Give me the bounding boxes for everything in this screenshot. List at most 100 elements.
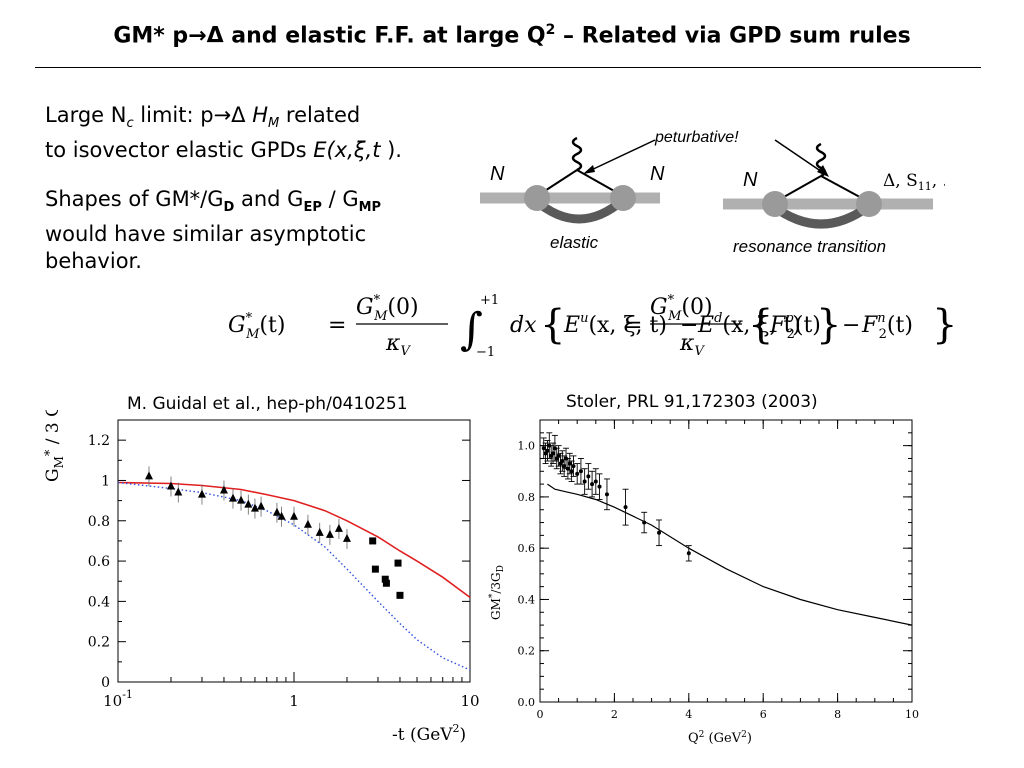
resonance-label: resonance transition (733, 237, 886, 256)
left-triangle-point (144, 471, 153, 480)
right-plot-frame (539, 419, 913, 703)
right-data-point (686, 551, 691, 556)
right-out-states: Δ, S11, ... (883, 171, 945, 193)
right-ytick-label: 0.6 (518, 542, 536, 555)
feynman-diagrams: N N elastic peturbative! N Δ, S11, ... r… (480, 129, 945, 256)
right-xtick-label: 10 (905, 708, 919, 721)
peturbative-annotation: peturbative! (654, 129, 739, 146)
right-data-point (551, 451, 556, 456)
annotation-arrow-left (586, 139, 656, 173)
left-n-in: N (490, 163, 505, 185)
right-blob-2 (856, 191, 882, 217)
right-ytick-label: 0.4 (518, 593, 536, 606)
paragraph-large-nc: Large Nc limit: p→Δ HM related to isovec… (45, 103, 402, 163)
left-red-curve (117, 481, 471, 599)
left-blob-2 (610, 185, 636, 211)
right-xlabel: Q2 (GeV2) (688, 730, 752, 746)
left-ytick-label: 0 (101, 675, 110, 691)
left-ytick-label: 0.6 (88, 554, 110, 570)
right-ytick-label: 0.0 (518, 696, 536, 709)
right-ylabel: GM*/3GD (488, 565, 506, 620)
left-square-point (371, 565, 379, 573)
formula-lhs: G* M(t) (228, 311, 285, 342)
left-square-point (396, 591, 404, 599)
sum-rule-formula: G* M(t) = G* M(0) κV ∫ +1 −1 dx { Eu(x, ξ,… (228, 293, 841, 360)
left-triangle-point (228, 493, 237, 502)
left-square-point (394, 559, 402, 567)
left-triangle-point (250, 503, 259, 512)
left-ytick-label: 0.4 (88, 594, 110, 610)
right-data-point (562, 464, 567, 469)
formula-eu: Eu(x, ξ, t) (563, 311, 667, 338)
left-photon-icon (571, 136, 583, 172)
right-ytick-label: 0.2 (518, 645, 536, 658)
arrowhead-right-icon (817, 165, 829, 177)
right-xtick-label: 8 (834, 708, 841, 721)
chart-stoler: 0.0 0.2 0.4 0.6 0.8 1.0 0 2 4 6 8 10 GM*/3GD Q2 (Ge… (488, 419, 919, 746)
formula-minus: − (680, 313, 698, 338)
formula-f2n: Fn 2(t) (861, 311, 913, 342)
right-photon-icon (815, 142, 827, 178)
formula-eq-1: = (328, 313, 346, 338)
left-square-point (382, 579, 390, 587)
right-data-point (582, 479, 587, 484)
right-xtick-label: 2 (611, 708, 618, 721)
left-triangle-point (197, 489, 206, 498)
left-triangle-point (257, 501, 266, 510)
right-data-point (545, 448, 550, 453)
left-triangle-point (166, 481, 175, 490)
left-ytick-label: 0.2 (88, 635, 110, 651)
formula-rhs: = G* M(0) κV { Fp 2(t) − Fn 2(t) } (624, 293, 955, 359)
right-data-point (575, 471, 580, 476)
right-xtick-label: 6 (760, 708, 767, 721)
left-triangle-point (334, 523, 343, 532)
formula-rbrace-2: } (932, 302, 955, 348)
formula-lbrace-2: { (748, 302, 773, 348)
left-triangle-point (272, 507, 281, 516)
right-data-point (657, 530, 662, 535)
left-triangle-point (290, 511, 298, 520)
right-n-in: N (743, 169, 758, 191)
right-data-point (541, 446, 546, 451)
right-data-point (569, 469, 574, 474)
left-triangle-point (303, 519, 312, 528)
right-data-point (623, 505, 628, 510)
right-data-point (571, 464, 576, 469)
left-triangle-point (277, 511, 286, 520)
right-xtick-label: 0 (537, 708, 544, 721)
left-xtick-label: 10-1 (103, 688, 133, 710)
left-xlabel: -t (GeV2) (392, 722, 466, 745)
right-data-point (556, 453, 561, 458)
left-ytick-label: 0.8 (88, 514, 110, 530)
right-xtick-label: 4 (685, 708, 692, 721)
formula-ed: Ed(x, ξ, t) (697, 311, 801, 338)
right-ytick-label: 1.0 (518, 440, 536, 453)
left-xtick-label: 10 (460, 692, 479, 710)
paragraph-shapes: Shapes of GM*/GD and GEP / GMP would hav… (45, 187, 382, 274)
left-n-out: N (650, 163, 665, 185)
formula-frac2-num: G* M(0) (650, 293, 713, 324)
right-theory-curve (547, 483, 913, 626)
arrowhead-left-icon (583, 165, 595, 174)
right-data-point (578, 469, 583, 474)
right-data-point (593, 479, 598, 484)
right-data-point (590, 482, 595, 487)
left-triangle-point (237, 495, 246, 504)
left-triangle-point (219, 485, 228, 494)
formula-f2p: Fp 2(t) (769, 311, 821, 342)
formula-eq-2: = (624, 313, 642, 338)
formula-frac2-den: κV (679, 331, 705, 359)
left-blob-1 (524, 185, 550, 211)
right-data-point (586, 474, 591, 479)
elastic-label: elastic (550, 233, 599, 252)
formula-minus-2: − (842, 313, 860, 338)
right-data-point (565, 466, 570, 471)
right-data-point (567, 461, 572, 466)
left-square-point (381, 575, 389, 583)
left-ytick-label: 1 (101, 473, 110, 489)
chart-guidal: 0 0.2 0.4 0.6 0.8 1 1.2 10-1 1 10 GM* / 3 GD -t (… (43, 410, 480, 745)
formula-integral-icon: ∫ (460, 304, 483, 355)
right-ytick-label: 0.8 (518, 491, 536, 504)
left-square-point (369, 537, 377, 545)
formula-int-upper: +1 (480, 293, 499, 308)
